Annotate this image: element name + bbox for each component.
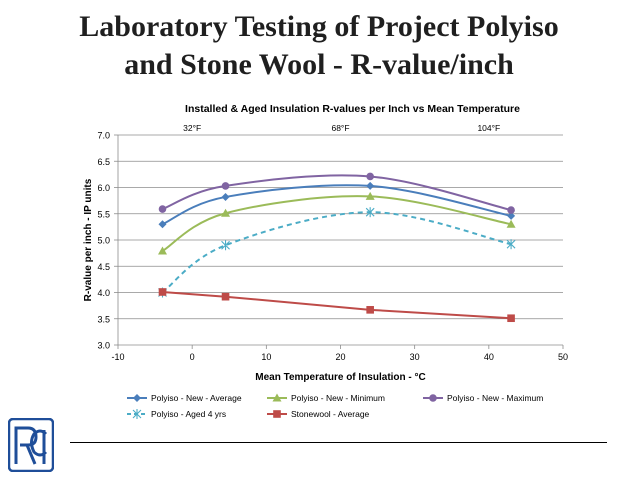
y-tick-label: 4.0 — [97, 288, 110, 298]
chart-grid — [118, 134, 563, 346]
x-tick-label: 40 — [484, 352, 494, 362]
chart-series — [158, 172, 516, 323]
legend-label: Polyiso - New - Average — [151, 393, 242, 403]
legend-marker — [132, 409, 142, 419]
series-line — [162, 174, 512, 212]
y-tick-label: 6.0 — [97, 183, 110, 193]
y-tick-label: 6.5 — [97, 157, 110, 167]
legend-item: Polyiso - New - Maximum — [423, 393, 543, 403]
y-tick-label: 5.0 — [97, 236, 110, 246]
legend-marker — [272, 393, 282, 402]
x-tick-label: 30 — [410, 352, 420, 362]
data-point — [158, 288, 167, 296]
data-point — [507, 206, 515, 214]
y-tick-label: 5.5 — [97, 209, 110, 219]
data-point — [158, 205, 167, 213]
data-point — [366, 181, 375, 190]
legend-label: Polyiso - New - Minimum — [291, 393, 385, 403]
chart-title: Installed & Aged Insulation R-values per… — [185, 103, 520, 115]
data-point — [221, 240, 230, 251]
y-tick-label: 4.5 — [97, 262, 110, 272]
annotation-label: 104°F — [477, 123, 500, 133]
x-tick-label: 0 — [190, 352, 195, 362]
y-tick-label: 3.5 — [97, 314, 110, 324]
data-point — [365, 191, 375, 200]
legend-item: Polyiso - New - Minimum — [267, 393, 385, 403]
data-point — [221, 292, 230, 301]
chart-legend: Polyiso - New - Average Polyiso - New - M… — [127, 393, 543, 419]
x-tick-label: 10 — [261, 352, 271, 362]
legend-item: Stonewool - Average — [267, 409, 370, 419]
data-point — [221, 208, 231, 217]
x-tick-label: -10 — [111, 352, 124, 362]
data-point — [158, 246, 167, 255]
footer-divider — [70, 442, 607, 443]
y-tick-label: 7.0 — [97, 131, 110, 141]
rci-logo — [7, 417, 55, 473]
legend-label: Stonewool - Average — [291, 409, 370, 419]
y-axis-label: R-value per inch - IP units — [83, 178, 94, 301]
data-point — [507, 211, 516, 220]
slide-title: Laboratory Testing of Project Polyiso an… — [0, 8, 638, 84]
data-point — [366, 172, 374, 181]
legend-marker — [133, 394, 141, 402]
annotation-label: 32°F — [183, 123, 201, 133]
chart-labels: 3.0 3.5 4.0 4.5 5.0 5.5 6.0 6.5 7.0 -10 0 10 20 30 40 5… — [83, 103, 568, 383]
legend-label: Polyiso - New - Maximum — [447, 393, 543, 403]
data-point — [221, 182, 230, 190]
legend-item: Polyiso - New - Average — [127, 393, 242, 403]
legend-marker — [429, 394, 437, 402]
slide-title-line2: and Stone Wool - R-value/inch — [124, 48, 514, 81]
series-line — [161, 211, 512, 294]
annotation-label: 68°F — [331, 123, 349, 133]
data-point — [506, 239, 516, 250]
legend-item: Polyiso - Aged 4 yrs — [127, 409, 226, 419]
data-point — [365, 207, 375, 218]
legend-label: Polyiso - Aged 4 yrs — [151, 409, 226, 419]
legend-marker — [273, 410, 281, 418]
y-tick-label: 3.0 — [97, 341, 110, 351]
x-axis-label: Mean Temperature of Insulation - °C — [255, 372, 426, 383]
data-point — [506, 219, 516, 228]
series-line — [162, 290, 512, 320]
series-line — [161, 195, 512, 252]
chart-axes — [114, 134, 564, 349]
data-point — [366, 306, 374, 314]
series-line — [162, 184, 512, 226]
x-tick-label: 20 — [335, 352, 345, 362]
data-point — [158, 220, 167, 229]
data-point — [221, 192, 230, 201]
data-point — [507, 314, 515, 323]
x-tick-label: 50 — [558, 352, 568, 362]
slide-title-line1: Laboratory Testing of Project Polyiso — [79, 10, 559, 43]
